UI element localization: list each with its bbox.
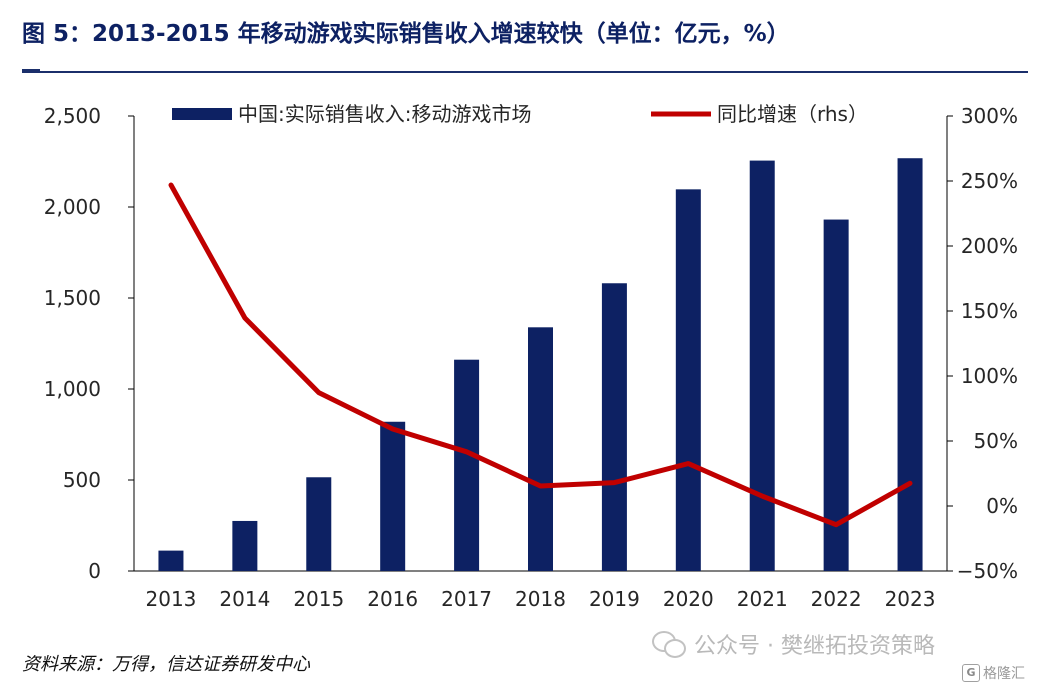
y-right-tick-label: 150%	[961, 299, 1018, 323]
bar-2014	[232, 520, 258, 571]
title-rule	[22, 71, 1028, 73]
bar-2022	[823, 219, 849, 572]
bar-2013	[158, 550, 184, 571]
y-left-tick-label: 2,000	[44, 195, 101, 219]
x-tick-label: 2015	[293, 587, 344, 611]
y-left-tick-label: 1,000	[44, 377, 101, 401]
bar-2018	[528, 327, 553, 571]
y-right-tick-label: −50%	[957, 559, 1018, 583]
bar-2020	[675, 189, 701, 571]
chart-bars	[158, 158, 923, 572]
y-left-tick-label: 500	[63, 468, 101, 492]
chart-legend: 中国:实际销售收入:移动游戏市场 同比增速（rhs）	[172, 102, 868, 126]
legend-line-label: 同比增速（rhs）	[717, 102, 868, 126]
corner-logo-text: 格隆汇	[983, 666, 1025, 682]
legend-bar-swatch	[172, 108, 232, 120]
y-right-tick-label: 250%	[961, 169, 1018, 193]
y-left-tick-label: 1,500	[44, 286, 101, 310]
x-tick-label: 2022	[811, 587, 862, 611]
y-right-tick-label: 50%	[974, 429, 1018, 453]
wechat-icon	[652, 631, 686, 658]
source-note: 资料来源：万得，信达证券研发中心	[22, 654, 310, 675]
bar-2017	[454, 359, 480, 571]
x-tick-label: 2018	[515, 587, 566, 611]
bar-2019	[601, 283, 627, 571]
bar-2023	[897, 158, 923, 571]
y-left-tick-label: 0	[88, 559, 101, 583]
y-right-tick-label: 300%	[961, 104, 1018, 128]
x-tick-label: 2021	[737, 587, 788, 611]
x-tick-label: 2013	[146, 587, 197, 611]
chart-axes: 0 500 1,000 1,500 2,000 2,500 −50% 0% 50% 100% 150…	[44, 104, 1018, 611]
title-rule-start	[22, 69, 40, 72]
x-tick-label: 2016	[367, 587, 418, 611]
y-right-tick-label: 0%	[986, 494, 1018, 518]
y-left-tick-label: 2,500	[44, 104, 101, 128]
x-tick-label: 2019	[589, 587, 640, 611]
x-tick-label: 2020	[663, 587, 714, 611]
watermark: 公众号 · 樊继拓投资策略	[652, 626, 935, 662]
x-tick-label: 2023	[885, 587, 936, 611]
chart-line	[168, 182, 913, 528]
y-right-tick-label: 200%	[961, 234, 1018, 258]
x-tick-label: 2014	[219, 587, 270, 611]
y-right-tick-label: 100%	[961, 364, 1018, 388]
figure-title: 图 5：2013-2015 年移动游戏实际销售收入增速较快（单位：亿元，%）	[22, 21, 790, 47]
corner-logo: G 格隆汇	[962, 662, 1025, 684]
legend-bar-label: 中国:实际销售收入:移动游戏市场	[238, 102, 531, 126]
watermark-text: 公众号 · 樊继拓投资策略	[694, 634, 935, 659]
corner-logo-icon: G	[962, 664, 980, 682]
x-tick-label: 2017	[441, 587, 492, 611]
bar-2021	[749, 160, 775, 571]
bar-2016	[380, 421, 406, 571]
bar-2015	[306, 477, 332, 571]
